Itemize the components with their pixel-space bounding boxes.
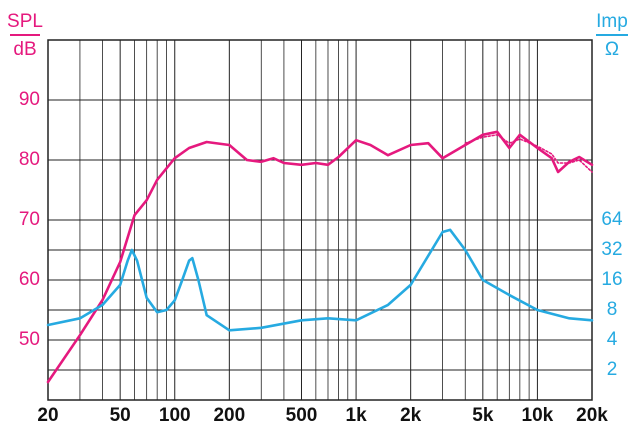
y2-tick-label: 64 (601, 209, 623, 230)
impedance-line (46, 228, 594, 332)
y2-tick-label: 2 (607, 359, 618, 380)
x-tick-label: 200 (213, 405, 245, 426)
x-tick-label: 20 (37, 405, 58, 426)
y2-axis-label-top: Imp (596, 11, 628, 32)
x-tick-label: 10k (522, 405, 554, 426)
y-axis-label-top: SPL (7, 11, 43, 32)
x-tick-label: 100 (159, 405, 191, 426)
y2-tick-label: 8 (607, 299, 618, 320)
y-tick-label: 60 (19, 269, 40, 290)
y-tick-label: 90 (19, 89, 40, 110)
y-tick-label: 80 (19, 149, 40, 170)
x-tick-label: 500 (286, 405, 318, 426)
y2-tick-label: 32 (601, 239, 622, 260)
y-tick-label: 50 (19, 329, 40, 350)
x-tick-label: 2k (400, 405, 422, 426)
x-tick-label: 5k (472, 405, 494, 426)
y2-tick-label: 4 (607, 329, 618, 350)
spl-line (46, 130, 594, 384)
y2-axis-label-bottom: Ω (605, 39, 619, 60)
y-tick-label: 70 (19, 209, 40, 230)
x-tick-label: 20k (576, 405, 608, 426)
x-tick-label: 1k (346, 405, 368, 426)
x-tick-label: 50 (110, 405, 131, 426)
y2-tick-label: 16 (601, 269, 622, 290)
y-axis-label-bottom: dB (13, 39, 36, 60)
spl-line (464, 134, 593, 173)
